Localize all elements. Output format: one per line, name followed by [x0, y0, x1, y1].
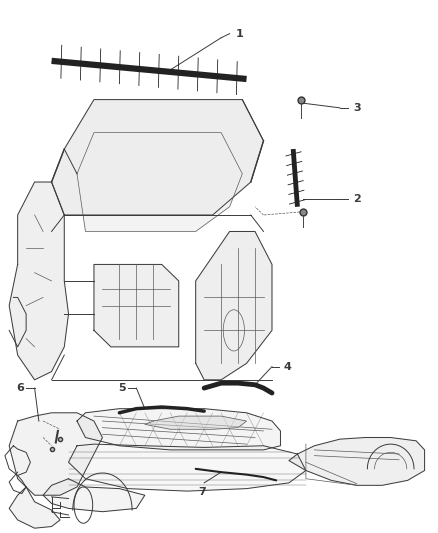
- Polygon shape: [196, 231, 272, 380]
- Polygon shape: [77, 133, 242, 231]
- Text: 4: 4: [284, 362, 292, 372]
- Polygon shape: [68, 444, 306, 491]
- Polygon shape: [289, 438, 424, 486]
- Polygon shape: [77, 409, 280, 450]
- Polygon shape: [9, 487, 60, 528]
- Polygon shape: [9, 413, 102, 495]
- Polygon shape: [9, 182, 68, 380]
- Text: 5: 5: [118, 383, 126, 393]
- Polygon shape: [43, 479, 145, 512]
- Polygon shape: [94, 264, 179, 347]
- Text: 7: 7: [198, 487, 206, 497]
- Text: 1: 1: [236, 29, 244, 39]
- Polygon shape: [52, 100, 264, 215]
- Polygon shape: [145, 416, 247, 429]
- Text: 6: 6: [16, 383, 24, 393]
- Text: 3: 3: [353, 103, 361, 113]
- Text: 2: 2: [353, 193, 361, 204]
